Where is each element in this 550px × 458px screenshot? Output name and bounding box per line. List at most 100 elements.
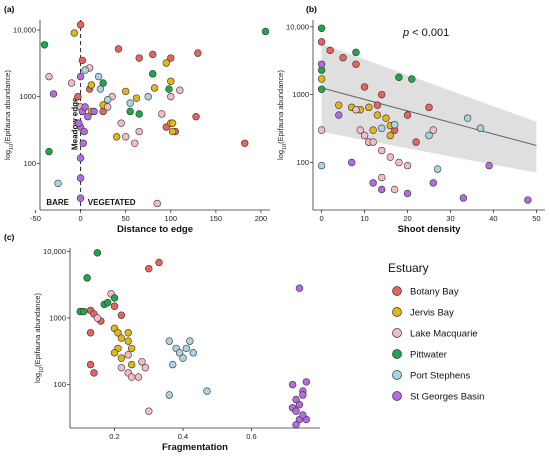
y-axis-title: log10(Epifauna abundance)	[3, 70, 15, 160]
data-point	[117, 354, 126, 362]
legend-swatch	[392, 328, 402, 338]
data-point	[317, 75, 326, 83]
data-point	[352, 105, 360, 114]
data-point	[326, 46, 334, 55]
data-point	[395, 73, 403, 82]
x-tick-label: 40	[489, 214, 497, 223]
data-point	[352, 60, 360, 68]
data-point	[429, 126, 437, 134]
data-point	[110, 294, 119, 302]
data-point	[40, 41, 49, 49]
y-tick-label: 1000	[49, 314, 66, 323]
data-point	[121, 87, 130, 96]
data-point	[167, 92, 175, 101]
data-point	[167, 54, 175, 62]
y-title-log: log	[3, 150, 12, 160]
data-point	[90, 107, 98, 116]
x-axis-title: Fragmentation	[162, 442, 228, 453]
x-tick-label: -50	[30, 214, 41, 223]
panel-b: (b) p < 0.001 0 10 20 30 40 50 100 1000 10,000 Shoo…	[276, 4, 545, 235]
data-point	[124, 337, 132, 345]
data-point	[79, 307, 88, 316]
x-axis-title: Distance to edge	[117, 224, 193, 235]
legend-swatch	[392, 349, 402, 359]
data-point	[135, 127, 143, 136]
data-point	[299, 391, 307, 399]
data-point	[186, 337, 194, 345]
y-title-sub: 10	[9, 144, 15, 150]
data-point	[81, 66, 89, 74]
data-point	[524, 196, 532, 204]
data-point	[302, 378, 311, 386]
data-point	[168, 119, 177, 127]
data-point	[150, 84, 159, 92]
data-point	[127, 360, 136, 369]
data-point	[378, 124, 386, 132]
data-point	[317, 24, 326, 32]
y-tick-label: 10,000	[43, 247, 66, 256]
data-point	[378, 173, 386, 182]
y-tick-label: 100	[53, 380, 66, 389]
data-point	[317, 126, 326, 134]
data-point	[126, 99, 134, 107]
x-axis-title: Shoot density	[398, 224, 462, 235]
legend-swatch	[392, 307, 402, 317]
data-point	[317, 60, 326, 68]
data-point	[127, 344, 136, 353]
data-point	[403, 189, 412, 198]
data-point	[176, 86, 184, 94]
legend-label: St Georges Basin	[410, 392, 484, 403]
data-point	[93, 314, 102, 322]
data-point	[86, 329, 95, 337]
data-point	[96, 85, 105, 93]
legend-label: Botany Bay	[410, 287, 459, 298]
data-point	[99, 79, 107, 87]
data-point	[81, 103, 89, 111]
panel-a: (a) Meadow edge BARE VEGETATED -50 0 50 100 150 2…	[3, 4, 270, 235]
x-tick-label: 200	[255, 214, 268, 223]
x-tick-label: 50	[122, 214, 130, 223]
data-point	[425, 103, 433, 112]
data-point	[292, 395, 300, 404]
data-point	[165, 85, 173, 93]
data-point	[295, 284, 304, 292]
x-tick-label: 20	[403, 214, 411, 223]
data-point	[395, 158, 403, 167]
data-point	[132, 94, 141, 102]
data-point	[145, 264, 153, 273]
legend-swatch	[392, 370, 402, 380]
data-point	[126, 107, 134, 116]
data-point	[76, 194, 85, 202]
data-point	[192, 113, 200, 121]
data-point	[135, 54, 143, 62]
data-point	[386, 153, 395, 161]
legend-item: Pittwater	[392, 349, 447, 361]
y-tick-label: 1000	[19, 92, 36, 101]
legend-label: Pittwater	[410, 350, 447, 361]
x-tick-label: 0	[320, 214, 324, 223]
data-point	[144, 92, 152, 101]
x-tick-label: 30	[446, 214, 454, 223]
data-point	[365, 103, 373, 112]
data-point	[138, 358, 146, 366]
data-point	[54, 179, 62, 188]
data-point	[179, 354, 187, 362]
data-point	[317, 85, 326, 93]
data-point	[117, 119, 125, 127]
data-point	[459, 194, 468, 202]
data-point	[87, 81, 96, 89]
y-title-sub: 10	[39, 367, 45, 373]
x-tick-label: 0	[79, 214, 83, 223]
data-point	[165, 337, 174, 345]
data-point	[80, 127, 88, 136]
data-point	[165, 391, 174, 399]
vegetated-label: VEGETATED	[88, 198, 136, 207]
y-title-log: log	[33, 373, 42, 383]
data-point	[369, 126, 377, 134]
panel-label: (a)	[4, 4, 15, 14]
regression-line	[321, 87, 537, 147]
legend-swatch	[392, 391, 402, 401]
data-point	[408, 75, 416, 83]
y-title-rest: (Epifauna abundance)	[3, 70, 12, 144]
data-point	[189, 349, 197, 357]
